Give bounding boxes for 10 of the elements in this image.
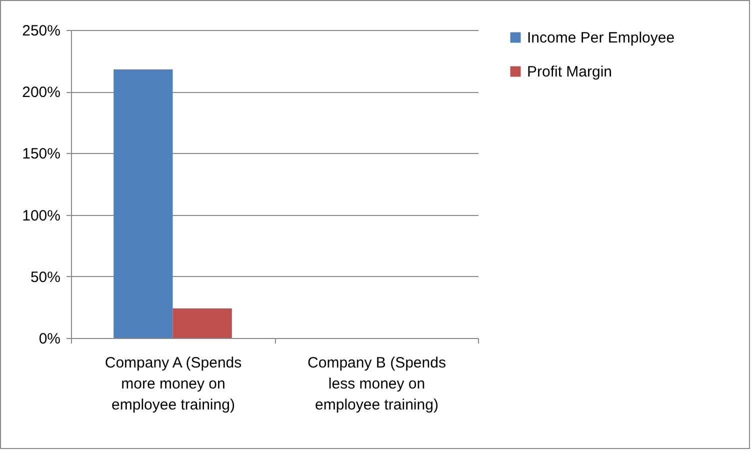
legend-label: Income Per Employee (527, 30, 675, 46)
y-tick-label: 100% (22, 207, 60, 224)
y-tick-label: 150% (22, 146, 60, 163)
y-tick-label: 50% (30, 268, 60, 286)
y-tick-label: 250% (22, 22, 60, 40)
y-tick-label: 200% (22, 84, 60, 102)
y-tick-label: 0% (38, 330, 60, 348)
x-tick-label: Company A (Spends more money on employee training) (104, 354, 242, 414)
x-tick-label: Company B (Spends less money on employee training) (308, 354, 446, 414)
legend-label: Profit Margin (527, 64, 612, 80)
